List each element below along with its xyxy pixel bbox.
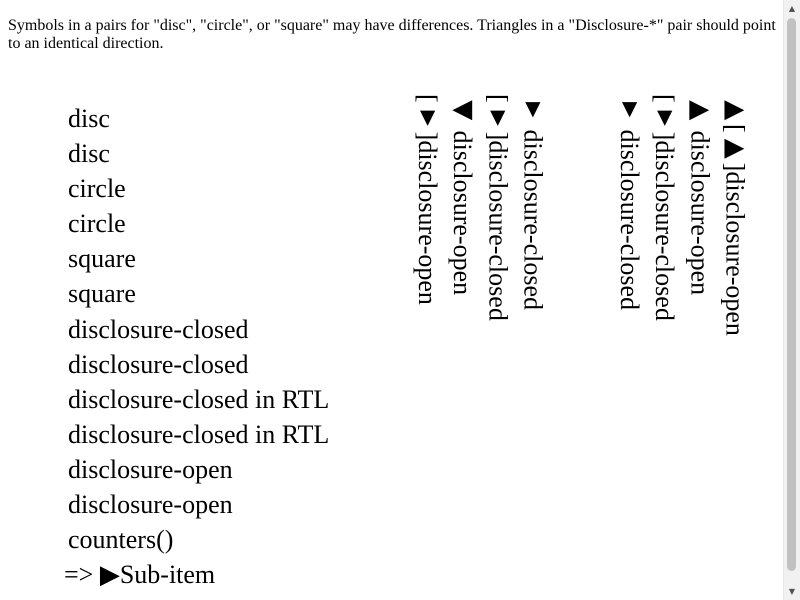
document-page: Symbols in a pairs for "disc", "circle",… bbox=[8, 17, 776, 590]
vertical-list-item: ▼ disclosure-closed bbox=[518, 94, 548, 311]
vertical-list-item: [▼]disclosure-closed bbox=[650, 94, 680, 321]
scroll-up-arrow-icon[interactable]: ▲ bbox=[788, 4, 796, 13]
list-item-text: circle bbox=[68, 209, 126, 239]
list-item-text: disc bbox=[68, 104, 110, 133]
list-item-text: disclosure-closed bbox=[68, 349, 249, 379]
list-item-text: => ▶Sub-item bbox=[64, 560, 216, 590]
list-item-text: square bbox=[68, 244, 136, 274]
vertical-list-item: ▼ disclosure-closed bbox=[615, 94, 645, 311]
vertical-list-item: ▶ disclosure-open bbox=[685, 94, 715, 296]
vertical-list-item: ◀ disclosure-open bbox=[448, 94, 478, 296]
list-item-text: disclosure-closed in RTL bbox=[68, 419, 330, 449]
vertical-list-item: [▼]disclosure-open bbox=[413, 94, 443, 305]
list-item-text: disclosure-closed bbox=[68, 314, 249, 344]
list-item-text: counters() bbox=[68, 525, 174, 555]
list-item-text: square bbox=[68, 279, 136, 309]
list-item-text: disclosure-closed in RTL bbox=[68, 384, 330, 414]
list-item-text: disclosure-open bbox=[68, 454, 233, 484]
intro-text: Symbols in a pairs for "disc", "circle",… bbox=[8, 17, 776, 52]
list-item-text: circle bbox=[68, 174, 126, 204]
scroll-down-arrow-icon[interactable]: ▼ bbox=[788, 587, 796, 596]
list-item-text: disc bbox=[68, 139, 110, 169]
list-item-text: disclosure-open bbox=[68, 490, 233, 520]
vertical-list-item: ▶[▶]disclosure-open bbox=[720, 94, 750, 336]
scroll-thumb[interactable] bbox=[787, 18, 796, 571]
vertical-list-item: [▼]disclosure-closed bbox=[483, 94, 513, 321]
vertical-scrollbar[interactable]: ▲ ▼ bbox=[783, 0, 800, 600]
vertical-list-group-2: ▶[▶]disclosure-open ▶ disclosure-open [▼… bbox=[612, 94, 752, 354]
vertical-list-group-1: ▼ disclosure-closed [▼]disclosure-closed… bbox=[410, 94, 550, 354]
